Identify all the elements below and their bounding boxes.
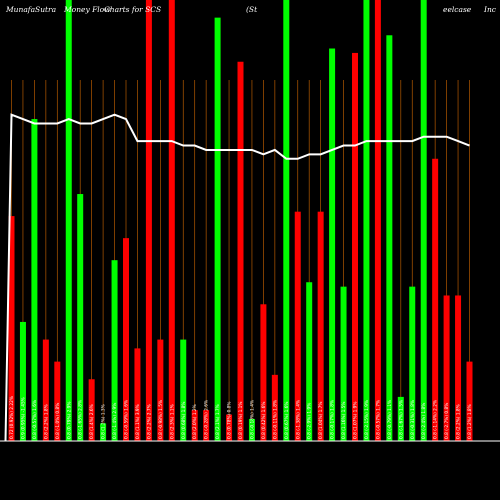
money-flow-line	[4, 113, 470, 442]
red-bar	[260, 304, 267, 441]
x-tick-label: 0.8 (1.2%) 1.3%	[101, 404, 107, 439]
red-bar	[352, 52, 358, 442]
red-bar	[466, 361, 473, 441]
green-bar	[363, 0, 370, 441]
x-tick-label: 0.8 (0.78%) 0.8%	[227, 402, 233, 440]
x-tick-label: 0.8 (0.79%) 2.9%	[66, 402, 72, 440]
red-bar	[8, 216, 15, 441]
red-bar	[168, 0, 175, 441]
x-tick-label: 0.8 (-0.59%) 1.6%	[124, 400, 130, 439]
green-bar	[397, 396, 404, 441]
red-bar	[88, 379, 95, 441]
red-bar	[271, 374, 278, 441]
x-tick-label: 0.8 (-1.67%) 1.5%	[398, 400, 404, 439]
x-tick-label: 0.8 (-0.57%) 1.7%	[375, 400, 381, 439]
red-bar	[134, 348, 141, 441]
red-bar	[123, 238, 129, 441]
x-tick-label: 0.9 (0.95%) -1.45%	[20, 397, 26, 439]
red-bar	[191, 410, 198, 441]
x-tick-label: 0.8 (1.04%) 1.7%	[318, 402, 324, 440]
red-bar	[294, 211, 301, 441]
x-tick-label: 0.8 (2.2%) 1.8%	[43, 404, 49, 439]
red-bar	[317, 211, 324, 441]
green-bar	[386, 35, 393, 441]
red-bar	[54, 361, 61, 441]
green-bar	[31, 119, 38, 441]
x-tick-label: 0.8 (2.3%) 1.1%	[169, 404, 175, 439]
x-tick-label: 0.8 (1.16%) 1.5%	[341, 402, 347, 440]
green-bar	[180, 339, 187, 441]
x-tick-label: 0.8 (2.0%) 1.2%	[192, 404, 198, 439]
red-bar	[145, 0, 152, 441]
x-tick-label: 0.8 (-0.18%) 1.4%	[249, 400, 255, 439]
green-bar	[77, 194, 84, 441]
x-tick-label: 0.8 (1.1%) 3.9%	[135, 404, 141, 439]
x-tick-labels: 0.72 (0.92%) 2.22% 0.9 (0.95%) -1.45% 0.8 …	[9, 396, 473, 439]
x-tick-label: 0.8 (-0.98%) 1.5%	[158, 400, 164, 439]
x-tick-label: 0.8 (-2.4%) 1.8%	[421, 403, 427, 439]
x-tick-label: 0.8 (-0.79%) 1.1%	[387, 400, 393, 439]
x-tick-label: 0.8 (2.2%) 2.7%	[146, 404, 152, 439]
red-bar	[203, 410, 210, 441]
title-part: Money Flow	[63, 5, 111, 14]
x-tick-label: 0.8 (-0.17%) 1.8%	[330, 400, 336, 439]
x-tick-label: 0.8 (-2.7%) 0.8%	[444, 403, 450, 439]
red-bar	[237, 61, 244, 442]
x-tick-label: 0.8 (2.1%) 1.7%	[215, 404, 221, 439]
red-bar	[455, 295, 462, 441]
x-tick-label: 0.8 (0.68%) 1.8%	[181, 402, 187, 440]
green-bar	[19, 321, 26, 441]
red-bar	[42, 339, 49, 441]
title-part: Inc	[483, 5, 497, 14]
chart-title: MunafaSutra Money Flow Charts for SCS (S…	[5, 5, 497, 14]
title-part: eelcase	[443, 5, 472, 14]
green-bar	[409, 286, 416, 441]
title-part: Charts for SCS	[104, 5, 161, 14]
x-tick-label: 0.8 (0.67%) 1.6%	[284, 402, 290, 440]
red-bar	[157, 339, 164, 441]
green-bar	[214, 17, 221, 441]
red-bar	[226, 414, 233, 441]
x-tick-label: 0.8 (1.4%) 2.6%	[89, 404, 95, 439]
title-part: (St	[246, 5, 258, 14]
title-part: MunafaSutra	[5, 5, 56, 14]
x-tick-label: 0.8 (-1.14%) 2.2%	[433, 400, 439, 439]
x-tick-label: 0.8 (-2.9%) 1.9%	[307, 403, 313, 439]
x-tick-label: 0.8 (-0.31%) 1.8%	[410, 400, 416, 439]
green-bar	[248, 418, 255, 441]
x-tick-label: 0.8 (-2.15%) 1.9%	[364, 400, 370, 439]
red-bar	[374, 0, 381, 441]
green-bar	[283, 0, 290, 441]
green-bar	[329, 48, 336, 441]
x-tick-label: 0.72 (0.92%) 2.22%	[9, 396, 15, 439]
red-bar	[432, 158, 439, 441]
green-bar	[420, 0, 427, 441]
x-tick-label: 0.8 (-1.38%) 1.4%	[295, 400, 301, 439]
green-bar	[340, 286, 347, 441]
bars	[8, 0, 473, 442]
green-bar	[306, 282, 313, 441]
x-tick-label: 0.8 (-1.65%) 2.8%	[78, 400, 84, 439]
x-tick-label: 0.8 (2.2%) 1.8%	[456, 404, 462, 439]
green-bar	[100, 423, 107, 441]
x-tick-label: 0.8 (-0.28%) 2.6%	[204, 400, 210, 439]
x-tick-label: 0.8 (-1.0%) 0.8%	[55, 403, 61, 439]
green-bar	[65, 0, 72, 441]
x-tick-label: 0.8 (-0.57%) 1.6%	[32, 400, 38, 439]
x-tick-label: 0.8 (-1.4%) 2.9%	[112, 403, 118, 439]
x-tick-label: 0.8 (1.07%) 1.9%	[353, 402, 359, 440]
x-tick-label: 0.8 (0.19%) 1.1%	[238, 402, 244, 440]
red-bar	[443, 295, 450, 441]
green-bar	[111, 260, 118, 441]
x-tick-label: 0.8 (1.2%) 1.8%	[467, 404, 473, 439]
x-tick-label: 0.8 (-0.11%) 1.8%	[272, 400, 278, 439]
x-tick-label: 0.8 (0.42%) 1.6%	[261, 402, 267, 440]
